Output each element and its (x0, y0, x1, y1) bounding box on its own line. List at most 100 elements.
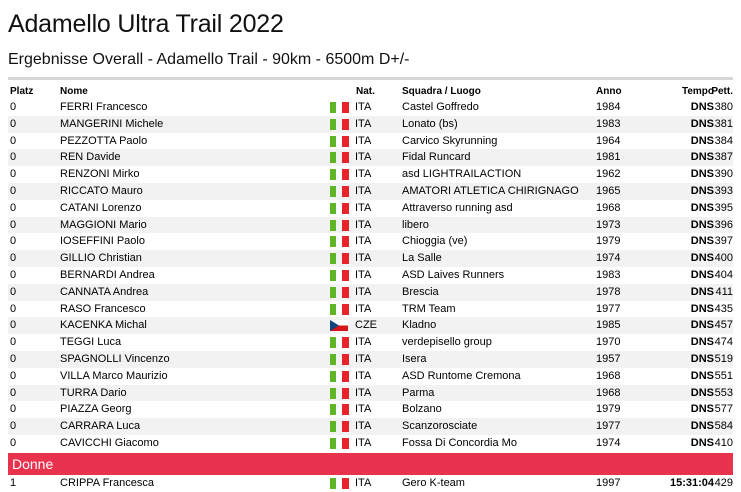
cell-anno: 1984 (596, 101, 621, 113)
cell-tempo: DNS (690, 134, 714, 147)
cell-nat: ITA (355, 134, 372, 147)
cell-pett: 519 (714, 352, 733, 365)
cell-tempo: DNS (690, 168, 714, 181)
table-row[interactable]: 0 CATANI Lorenzo ITA Attraverso running asd… (8, 200, 733, 217)
table-row[interactable]: 0 FERRI Francesco ITA Castel Goffredo 1984 DN… (8, 99, 733, 116)
cell-nat: ITA (355, 184, 372, 197)
cell-pett: 410 (714, 436, 733, 449)
it-flag-icon (330, 219, 354, 231)
table-row[interactable]: 0 SPAGNOLLI Vincenzo ITA Isera 1957 DNS 519 (8, 350, 733, 368)
cell-pett: 553 (714, 386, 733, 399)
cell-nat: ITA (355, 369, 372, 382)
cell-nat: ITA (355, 252, 372, 265)
table-row[interactable]: 0 MANGERINI Michele ITA Lonato (bs) 1983 DNS 3… (8, 115, 733, 133)
cell-anno: 1957 (596, 352, 621, 365)
cell-platz: 0 (10, 201, 17, 214)
cell-pett: 577 (714, 403, 733, 416)
cell-nat: ITA (355, 268, 372, 281)
table-row[interactable]: 0 PIAZZA Georg ITA Bolzano 1979 DNS 577 (8, 401, 733, 418)
header-nat[interactable]: Nat. (356, 86, 375, 97)
cell-nat: ITA (355, 336, 372, 349)
cell-anno: 1981 (596, 151, 621, 164)
cell-pett: 396 (714, 218, 733, 231)
cell-tempo: DNS (690, 252, 714, 265)
cell-nat: ITA (355, 285, 372, 298)
it-flag-icon (330, 337, 354, 349)
cell-pett: 429 (714, 476, 733, 489)
header-platz[interactable]: Platz (10, 86, 34, 97)
cell-platz: 0 (10, 302, 17, 315)
it-flag-icon (330, 286, 354, 298)
cell-tempo: DNS (690, 436, 714, 449)
cell-tempo: DNS (690, 285, 714, 298)
header-squadra[interactable]: Squadra / Luogo (402, 86, 481, 97)
table-row[interactable]: 0 CAVICCHI Giacomo ITA Fossa Di Concordia M… (8, 435, 733, 452)
it-flag-icon (330, 421, 354, 433)
cell-squadra: Brescia (402, 285, 439, 298)
cell-pett: 400 (714, 252, 733, 265)
cell-squadra: Gero K-team (402, 476, 465, 489)
results-rows-donne: 1 CRIPPA Francesca ITA Gero K-team 1997 15:31… (8, 475, 733, 492)
table-row[interactable]: 0 RICCATO Mauro ITA AMATORI ATLETICA CHIRIG… (8, 182, 733, 200)
cell-squadra: La Salle (402, 252, 442, 265)
table-row[interactable]: 0 IOSEFFINI Paolo ITA Chioggia (ve) 1979 DNS 3… (8, 233, 733, 250)
cell-tempo: DNS (690, 235, 714, 248)
header-nome[interactable]: Nome (60, 86, 88, 97)
cell-platz: 0 (10, 252, 17, 265)
cz-flag-icon (330, 320, 354, 332)
cell-nome: FERRI Francesco (60, 101, 148, 113)
table-row[interactable]: 0 CARRARA Luca ITA Scanzorosciate 1977 DNS 584 (8, 418, 733, 435)
results-table: Platz Nome Nat. Squadra / Luogo Anno Tem… (8, 85, 733, 492)
table-row[interactable]: 0 CANNATA Andrea ITA Brescia 1978 DNS 411 (8, 283, 733, 301)
cell-nat: ITA (355, 218, 372, 231)
cell-nome: REN Davide (60, 151, 121, 164)
table-row[interactable]: 0 RASO Francesco ITA TRM Team 1977 DNS 435 (8, 301, 733, 318)
table-row[interactable]: 0 PEZZOTTA Paolo ITA Carvico Skyrunning 1964… (8, 133, 733, 150)
cell-nome: RICCATO Mauro (60, 184, 143, 197)
cell-squadra: Scanzorosciate (402, 420, 478, 433)
table-row[interactable]: 0 REN Davide ITA Fidal Runcard 1981 DNS 387 (8, 149, 733, 167)
cell-nat: ITA (355, 352, 372, 365)
table-row[interactable]: 0 TURRA Dario ITA Parma 1968 DNS 553 (8, 384, 733, 402)
cell-tempo: DNS (690, 201, 714, 214)
table-row[interactable]: 0 KACENKA Michal CZE Kladno 1985 DNS 457 (8, 317, 733, 335)
cell-platz: 0 (10, 403, 17, 416)
cell-squadra: Bolzano (402, 403, 442, 416)
cell-nome: SPAGNOLLI Vincenzo (60, 352, 170, 365)
it-flag-icon (330, 185, 354, 197)
cell-platz: 0 (10, 101, 17, 113)
cell-pett: 435 (714, 302, 733, 315)
cell-anno: 1978 (596, 285, 621, 298)
it-flag-icon (330, 477, 354, 489)
cell-platz: 0 (10, 168, 17, 181)
cell-pett: 411 (715, 285, 733, 298)
cell-anno: 1970 (596, 336, 621, 349)
cell-platz: 0 (10, 386, 17, 399)
cell-tempo: DNS (690, 369, 714, 382)
table-row[interactable]: 0 BERNARDI Andrea ITA ASD Laives Runners 198… (8, 267, 733, 284)
cell-anno: 1974 (596, 436, 621, 449)
table-row[interactable]: 0 VILLA Marco Maurizio ITA ASD Runtome Crem… (8, 368, 733, 385)
table-row[interactable]: 1 CRIPPA Francesca ITA Gero K-team 1997 15:31… (8, 475, 733, 492)
table-header-row: Platz Nome Nat. Squadra / Luogo Anno Tem… (8, 85, 733, 99)
cell-anno: 1983 (596, 268, 621, 281)
cell-anno: 1968 (596, 386, 621, 399)
cell-squadra: AMATORI ATLETICA CHIRIGNAGO (402, 184, 579, 197)
cell-platz: 0 (10, 369, 17, 382)
cell-nat: CZE (355, 319, 377, 332)
header-pett[interactable]: Pett. (711, 86, 733, 97)
table-row[interactable]: 0 MAGGIONI Mario ITA libero 1973 DNS 396 (8, 216, 733, 234)
cell-platz: 0 (10, 336, 17, 349)
header-anno[interactable]: Anno (596, 86, 622, 97)
cell-nat: ITA (355, 302, 372, 315)
cell-tempo: DNS (690, 218, 714, 231)
cell-platz: 0 (10, 218, 17, 231)
cell-pett: 395 (714, 201, 733, 214)
table-row[interactable]: 0 TEGGI Luca ITA verdepisello group 1970 DNS 4… (8, 334, 733, 351)
table-row[interactable]: 0 GILLIO Christian ITA La Salle 1974 DNS 400 (8, 250, 733, 267)
cell-squadra: Attraverso running asd (402, 201, 513, 214)
table-row[interactable]: 0 RENZONI Mirko ITA asd LIGHTRAILACTION 1962… (8, 166, 733, 183)
cell-tempo: DNS (690, 336, 714, 349)
header-tempo[interactable]: Tempo (681, 86, 714, 97)
cell-squadra: Carvico Skyrunning (402, 134, 498, 147)
